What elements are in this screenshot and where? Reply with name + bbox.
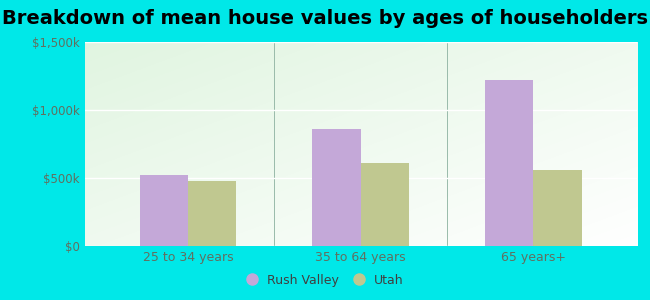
Bar bbox=[485, 80, 534, 246]
Legend: Rush Valley, Utah: Rush Valley, Utah bbox=[243, 270, 407, 291]
Bar bbox=[534, 170, 582, 246]
Text: Breakdown of mean house values by ages of householders: Breakdown of mean house values by ages o… bbox=[2, 9, 648, 28]
Bar bbox=[361, 163, 409, 246]
Bar bbox=[188, 181, 237, 246]
Bar bbox=[313, 129, 361, 246]
Bar bbox=[140, 175, 188, 246]
